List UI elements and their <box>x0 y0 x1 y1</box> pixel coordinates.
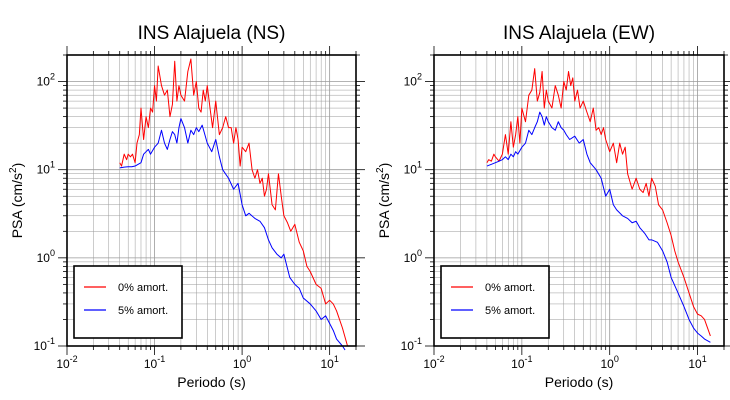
x-tick-label: 101 <box>688 354 706 371</box>
legend: 0% amort. 5% amort. <box>73 265 183 339</box>
x-tick-label: 100 <box>233 354 251 371</box>
legend: 0% amort. 5% amort. <box>440 265 550 339</box>
ticks <box>58 46 365 355</box>
legend-label: 0% amort. <box>118 282 168 294</box>
x-tick-label: 10-1 <box>511 354 532 371</box>
y-tick-label: 102 <box>37 72 55 89</box>
y-tick-label: 100 <box>404 248 422 265</box>
legend-label: 5% amort. <box>485 305 535 317</box>
plot-frame <box>433 54 725 347</box>
legend-box <box>440 265 550 339</box>
series-line-undamped <box>119 58 349 347</box>
legend-label: 0% amort. <box>485 282 535 294</box>
y-axis-label: PSA (cm/s2) <box>8 163 25 239</box>
x-axis-label: Periodo (s) <box>177 374 245 390</box>
x-tick-label: 10-2 <box>423 354 444 371</box>
ticks <box>425 46 730 355</box>
y-tick-label: 101 <box>37 160 55 177</box>
x-tick-label: 100 <box>601 354 619 371</box>
y-tick-label: 101 <box>404 160 422 177</box>
series-line-undamped <box>486 68 711 337</box>
plot-frame <box>66 54 357 347</box>
x-tick-label: 101 <box>320 354 338 371</box>
y-tick-label: 10-1 <box>401 336 422 353</box>
chart-title: INS Alajuela (NS) <box>138 23 286 44</box>
x-tick-label: 10-2 <box>56 354 77 371</box>
y-tick-label: 100 <box>37 248 55 265</box>
y-tick-label: 10-1 <box>34 336 55 353</box>
series-line-damped <box>486 111 711 343</box>
legend-box <box>73 265 183 339</box>
y-axis-label: PSA (cm/s2) <box>375 163 392 239</box>
series-line-damped <box>119 118 346 351</box>
legend-label: 5% amort. <box>118 305 168 317</box>
chart-title: INS Alajuela (EW) <box>503 23 655 44</box>
x-tick-label: 10-1 <box>144 354 165 371</box>
y-tick-label: 102 <box>404 72 422 89</box>
gridlines <box>67 55 356 346</box>
x-axis-label: Periodo (s) <box>545 374 613 390</box>
